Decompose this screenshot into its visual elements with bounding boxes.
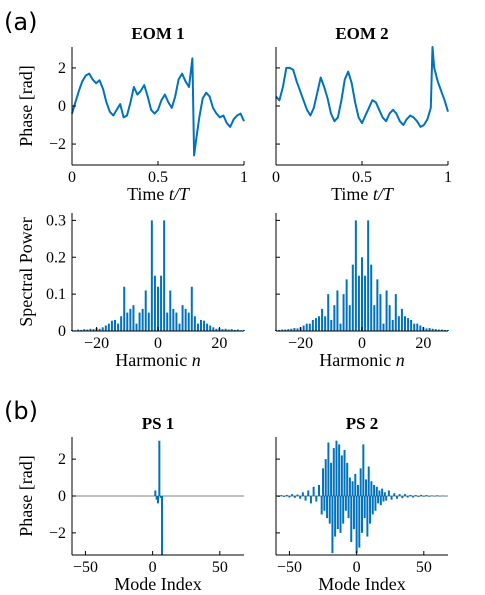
x-axis-label: Mode Index: [114, 574, 201, 594]
y-axis-label: Phase [rad]: [16, 65, 36, 146]
x-axis-label-part: n: [187, 350, 201, 370]
y-tick-label: −2: [49, 525, 66, 542]
chart-title: PS 1: [142, 414, 175, 433]
y-tick-label: −2: [49, 136, 66, 153]
x-axis-label: Time t/T: [331, 184, 395, 204]
x-tick-label: 20: [211, 335, 227, 352]
x-tick-label: 0.5: [148, 169, 168, 186]
x-axis-label-part: t/T: [164, 184, 191, 204]
x-axis-label-part: Mode: [114, 574, 156, 594]
x-axis-label-part: n: [391, 350, 405, 370]
series-line: [71, 57, 245, 157]
chart-eom2_time: EOM 2 0 0.5 1 Time t/T: [272, 24, 452, 204]
x-tick-label: −50: [277, 559, 302, 576]
y-tick-label: 0: [58, 98, 66, 115]
x-axis-label: Mode Index: [318, 574, 405, 594]
x-tick-label: 20: [415, 335, 431, 352]
x-tick-label: −20: [84, 335, 109, 352]
chart-title: EOM 2: [335, 24, 388, 43]
y-tick-label: 0: [58, 488, 66, 505]
x-axis-label: Time t/T: [127, 184, 191, 204]
x-axis-label-part: Time: [127, 184, 164, 204]
x-tick-label: 1: [444, 169, 452, 186]
x-tick-label: 0: [149, 559, 157, 576]
y-axis-label: Spectral Power: [16, 217, 36, 326]
chart-title: EOM 1: [131, 24, 184, 43]
chart-title: PS 2: [346, 414, 379, 433]
x-axis-label-part: Harmonic: [319, 350, 391, 370]
y-tick-label: 2: [58, 451, 66, 468]
series-line: [275, 46, 449, 128]
y-tick-label: 0: [58, 323, 66, 340]
x-tick-label: 0.5: [352, 169, 372, 186]
chart-eom1_spectrum: −20 0 20 0 0.1 0.2 0.3 Harmonic n Spectral Power: [16, 212, 245, 370]
panel-label-a: (a): [4, 8, 37, 36]
y-axis-label: Phase [rad]: [16, 455, 36, 536]
x-axis-label-part: Mode: [318, 574, 360, 594]
x-tick-label: 50: [212, 559, 228, 576]
x-tick-label: 0: [353, 559, 361, 576]
x-tick-label: −50: [73, 559, 98, 576]
x-tick-label: 0: [68, 169, 76, 186]
x-tick-label: −20: [288, 335, 313, 352]
x-axis-label-part: Time: [331, 184, 368, 204]
x-tick-label: 50: [416, 559, 432, 576]
x-axis-label-part: t/T: [368, 184, 395, 204]
x-axis-label-part: Index: [156, 574, 201, 594]
panel-label-b: (b): [4, 397, 38, 425]
x-axis-label-part: Harmonic: [115, 350, 187, 370]
x-tick-label: 1: [240, 169, 248, 186]
chart-ps1: PS 1 −50 0 50 −2 0 2 Mode Index Phase [rad]: [16, 414, 244, 594]
y-tick-label: 0.1: [46, 286, 66, 303]
x-axis-label-part: Index: [360, 574, 405, 594]
chart-ps2: PS 2 −50 0 50 Mode Index: [275, 414, 448, 594]
y-tick-label: 0.2: [46, 249, 66, 266]
y-tick-label: 0.3: [46, 212, 66, 229]
x-axis-label: Harmonic n: [115, 350, 200, 370]
x-tick-label: 0: [154, 335, 162, 352]
x-axis-label: Harmonic n: [319, 350, 404, 370]
x-tick-label: 0: [358, 335, 366, 352]
y-tick-label: 2: [58, 60, 66, 77]
x-tick-label: 0: [272, 169, 280, 186]
chart-eom2_spectrum: −20 0 20 Harmonic n: [275, 213, 449, 370]
